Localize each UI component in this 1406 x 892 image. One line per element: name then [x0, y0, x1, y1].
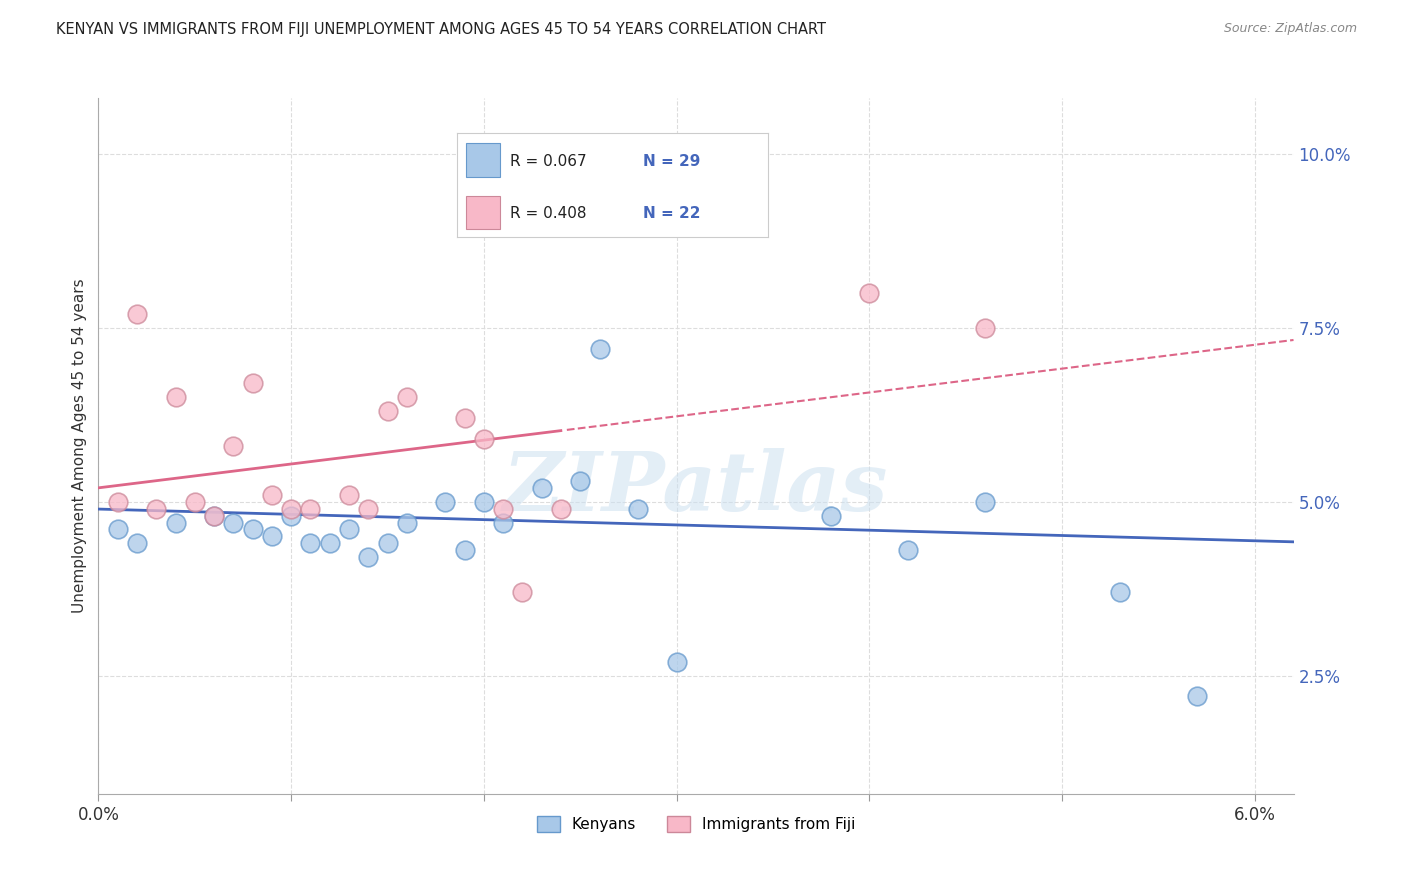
Text: KENYAN VS IMMIGRANTS FROM FIJI UNEMPLOYMENT AMONG AGES 45 TO 54 YEARS CORRELATIO: KENYAN VS IMMIGRANTS FROM FIJI UNEMPLOYM… [56, 22, 827, 37]
Point [202, 508, 225, 523]
Point [665, 655, 688, 669]
Point [125, 536, 148, 550]
Point [280, 501, 302, 516]
Point [530, 481, 553, 495]
Point [319, 536, 342, 550]
Point [299, 501, 322, 516]
Point [242, 523, 264, 537]
Point [1185, 690, 1208, 704]
Point [472, 494, 495, 508]
Text: ZIPatlas: ZIPatlas [503, 448, 889, 528]
Y-axis label: Unemployment Among Ages 45 to 54 years: Unemployment Among Ages 45 to 54 years [72, 278, 87, 614]
Point [472, 432, 495, 446]
Point [395, 390, 418, 404]
Point [723, 202, 745, 217]
Point [165, 390, 187, 404]
Point [974, 494, 997, 508]
Point [242, 376, 264, 391]
Point [377, 536, 399, 550]
Text: Source: ZipAtlas.com: Source: ZipAtlas.com [1223, 22, 1357, 36]
Point [357, 501, 380, 516]
Point [125, 307, 148, 321]
Point [299, 536, 322, 550]
Point [280, 508, 302, 523]
Legend: Kenyans, Immigrants from Fiji: Kenyans, Immigrants from Fiji [530, 810, 862, 838]
Point [107, 494, 129, 508]
Point [858, 285, 880, 300]
Point [184, 494, 207, 508]
Point [492, 501, 515, 516]
Point [492, 516, 515, 530]
Point [337, 488, 360, 502]
Point [222, 439, 245, 453]
Point [222, 516, 245, 530]
Point [377, 404, 399, 418]
Point [107, 523, 129, 537]
Point [897, 543, 920, 558]
Point [453, 543, 475, 558]
Point [260, 529, 283, 543]
Point [627, 501, 650, 516]
Point [512, 585, 534, 599]
Point [337, 523, 360, 537]
Point [820, 508, 842, 523]
Point [165, 516, 187, 530]
Point [145, 501, 167, 516]
Point [395, 516, 418, 530]
Point [260, 488, 283, 502]
Point [974, 320, 997, 334]
Point [569, 474, 592, 488]
Point [550, 501, 572, 516]
Point [434, 494, 457, 508]
Point [357, 550, 380, 565]
Point [202, 508, 225, 523]
Point [588, 342, 610, 356]
Point [1109, 585, 1132, 599]
Point [453, 411, 475, 425]
